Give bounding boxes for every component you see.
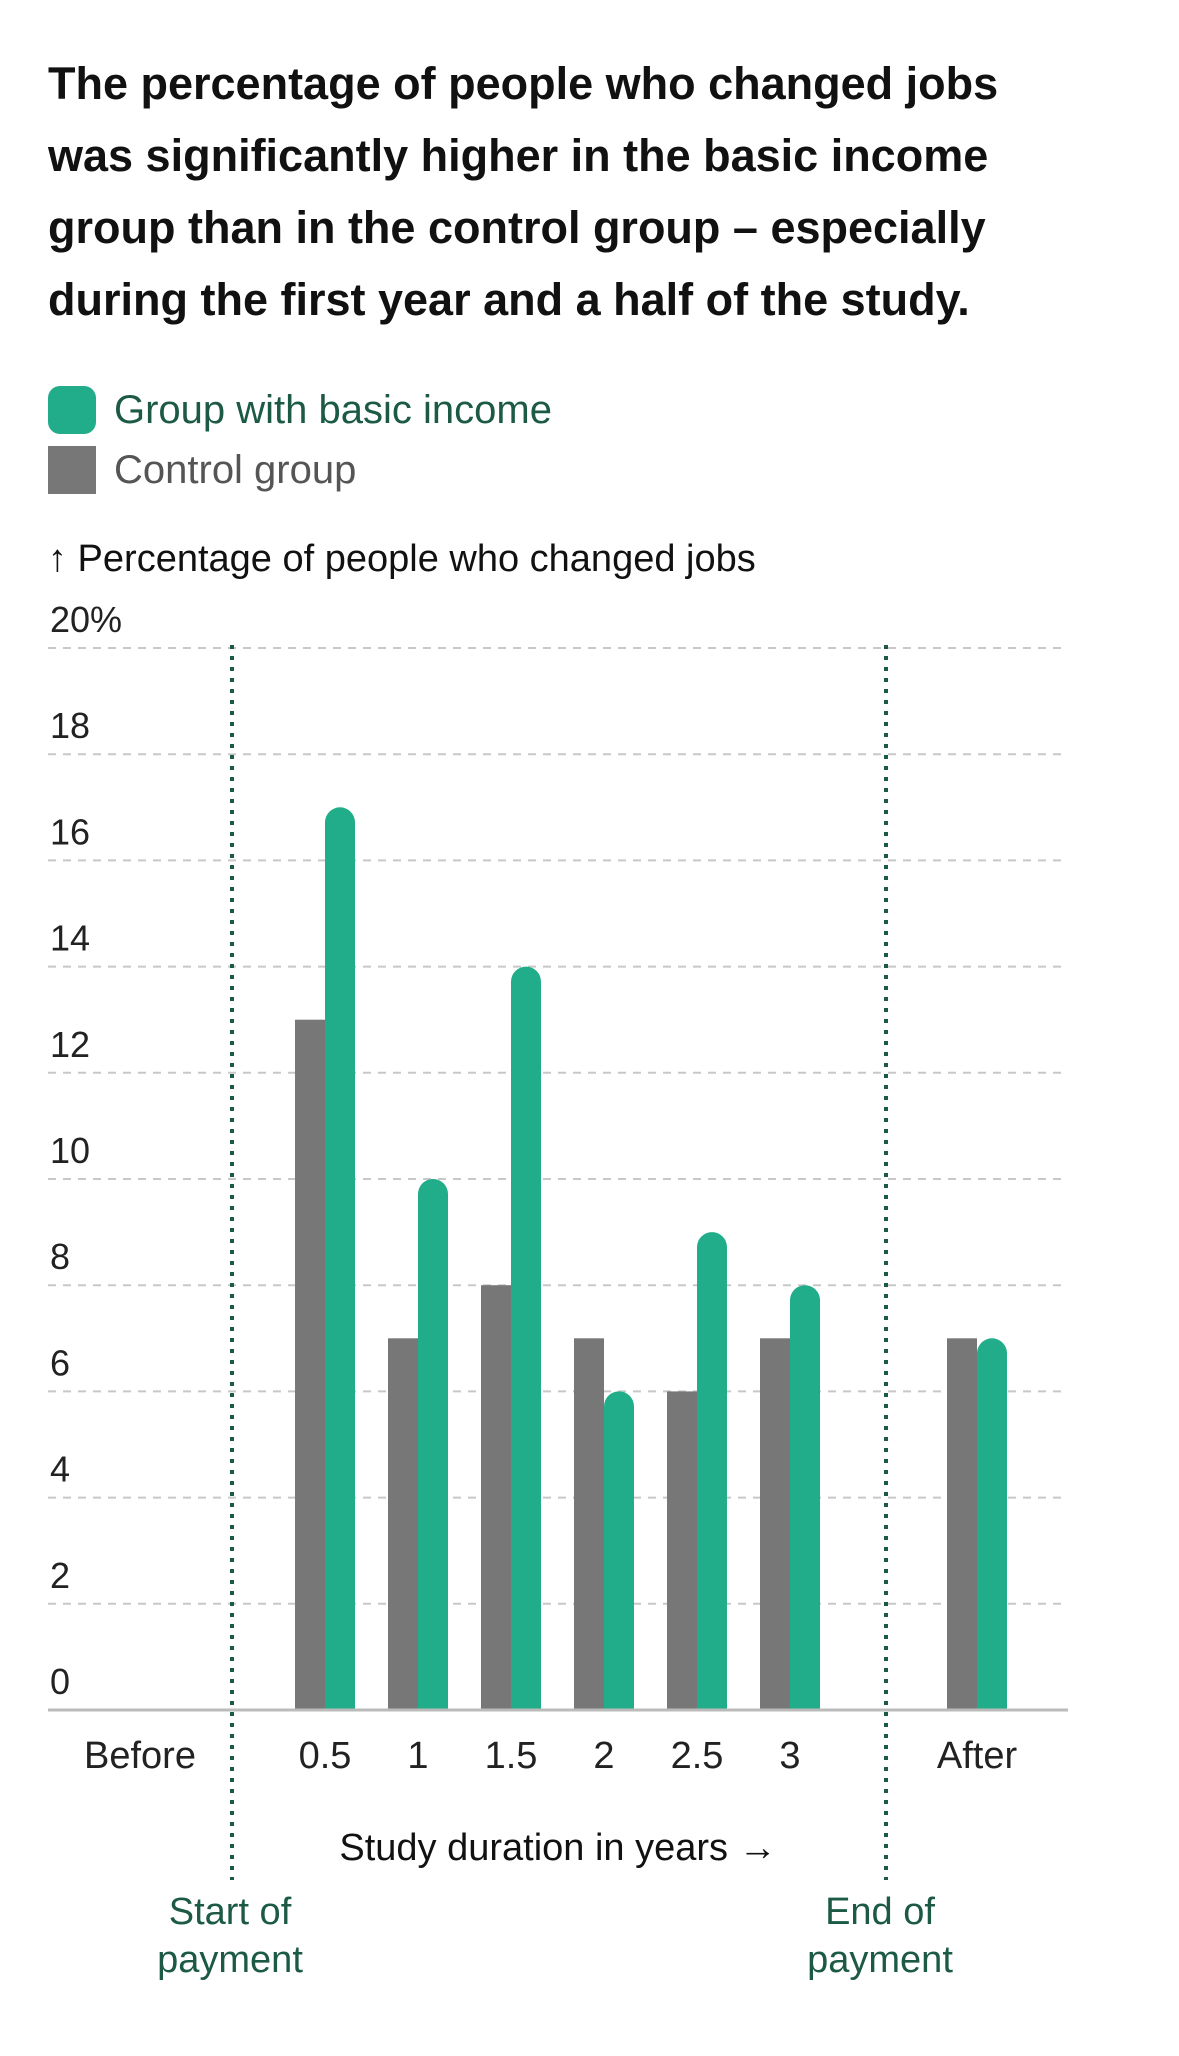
bar-basic-income — [511, 966, 541, 1710]
bar-basic-income — [418, 1179, 448, 1710]
legend-item-control: Control group — [48, 440, 552, 500]
x-tick-label: Before — [84, 1735, 196, 1777]
bar-control — [667, 1391, 697, 1710]
x-tick-label: 1 — [407, 1735, 428, 1777]
y-tick-label: 12 — [50, 1024, 90, 1065]
bar-control — [481, 1285, 511, 1710]
legend-swatch-basic-income — [48, 386, 96, 434]
legend-swatch-control — [48, 446, 96, 494]
chart-title: The percentage of people who changed job… — [48, 58, 999, 325]
bar-basic-income — [697, 1232, 727, 1710]
y-tick-label: 6 — [50, 1342, 70, 1383]
bar-control — [295, 1019, 325, 1710]
legend-label-control: Control group — [114, 447, 357, 492]
x-tick-label: 0.5 — [299, 1735, 352, 1777]
y-tick-label: 16 — [50, 811, 90, 852]
bar-basic-income — [977, 1338, 1007, 1710]
legend-label-basic-income: Group with basic income — [114, 387, 552, 432]
y-tick-label: 2 — [50, 1555, 70, 1596]
y-tick-label: 8 — [50, 1236, 70, 1277]
x-axis-title: Study duration in years → — [339, 1827, 776, 1869]
x-tick-label: After — [937, 1735, 1018, 1777]
x-tick-label: 3 — [779, 1735, 800, 1777]
x-tick-label: 2.5 — [671, 1735, 724, 1777]
y-tick-label: 20% — [50, 599, 122, 640]
y-tick-label: 0 — [50, 1661, 70, 1702]
bar-control — [574, 1338, 604, 1710]
start-of-payment-label: Start of payment — [157, 1891, 303, 1981]
bar-control — [388, 1338, 418, 1710]
bar-control — [947, 1338, 977, 1710]
y-tick-label: 10 — [50, 1130, 90, 1171]
y-tick-label: 4 — [50, 1449, 70, 1490]
y-tick-label: 14 — [50, 918, 90, 959]
y-tick-label: 18 — [50, 705, 90, 746]
x-tick-label: 1.5 — [485, 1735, 538, 1777]
bar-basic-income — [604, 1391, 634, 1710]
legend-item-basic-income: Group with basic income — [48, 380, 552, 440]
end-of-payment-label: End of payment — [807, 1891, 953, 1981]
x-tick-label: 2 — [593, 1735, 614, 1777]
legend: Group with basic income Control group — [48, 380, 552, 500]
bar-control — [760, 1338, 790, 1710]
bar-basic-income — [325, 807, 355, 1710]
bar-basic-income — [790, 1285, 820, 1710]
y-axis-title: ↑ Percentage of people who changed jobs — [48, 538, 756, 580]
